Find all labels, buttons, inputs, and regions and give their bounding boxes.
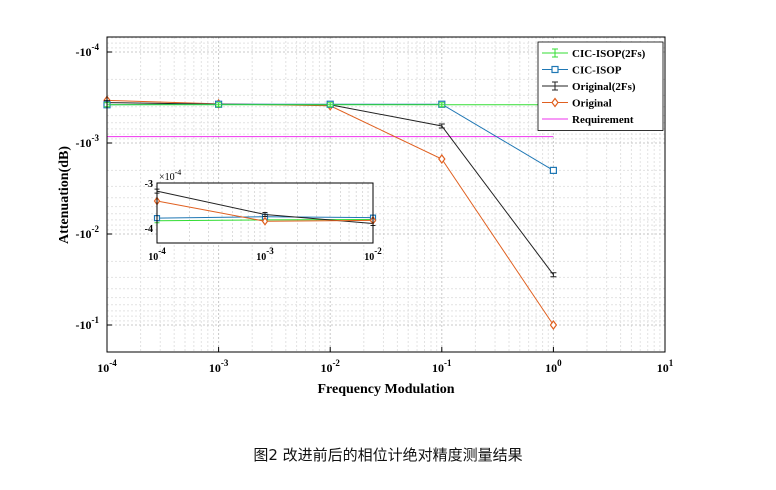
inset-frame: [156, 182, 374, 244]
data-point: [438, 102, 445, 108]
legend-entry: Requirement: [542, 114, 634, 126]
y-tick-label: -10-1: [76, 315, 100, 332]
legend: CIC-ISOP(2Fs) CIC-ISOP Original(2Fs) Origin…: [537, 41, 664, 131]
x-tick-label: 10-4: [97, 358, 117, 375]
data-point: [551, 97, 559, 108]
legend-label: Original(2Fs): [572, 81, 636, 93]
legend-entry: CIC-ISOP(2Fs): [542, 48, 646, 60]
legend-marker: [552, 81, 558, 91]
y-tick-label: -10-4: [76, 42, 100, 59]
legend-label: Requirement: [572, 114, 634, 126]
x-tick-label: 10-1: [432, 358, 452, 375]
data-point: [262, 212, 268, 217]
series-cic-isop-2fs-: [104, 102, 557, 108]
inset-y-tick-label: -3: [145, 179, 153, 190]
x-tick-label: 100: [545, 358, 562, 375]
y-tick-label: -10-3: [76, 133, 100, 150]
data-point: [215, 102, 222, 108]
legend-label: CIC-ISOP: [572, 65, 622, 77]
inset-exponent-label: ×10-4: [159, 168, 181, 183]
x-axis-title: Frequency Modulation: [317, 382, 454, 397]
data-point: [438, 123, 445, 129]
x-tick-label: 101: [657, 358, 674, 375]
inset-chart: 10-4 10-3 10-2 -3 -4 ×10-4: [145, 168, 383, 263]
legend-entry: Original(2Fs): [542, 81, 636, 93]
inset-y-tick-label: -4: [145, 224, 153, 235]
legend-entry: Original: [542, 97, 612, 110]
data-point: [549, 320, 558, 330]
data-point: [549, 166, 558, 174]
x-tick-label: 10-3: [209, 358, 229, 375]
tick-labels: 10-4 10-3 10-2 10-1 100 101 -10-4 -10-3 -10-2 -10…: [76, 42, 674, 375]
plot-frame: [106, 36, 666, 353]
inset-x-tick-label: 10-4: [148, 246, 166, 263]
inset-x-tick-label: 10-2: [364, 246, 382, 263]
data-point: [551, 65, 559, 74]
legend-entry: CIC-ISOP: [542, 65, 622, 77]
figure-caption: 图2 改进前后的相位计绝对精度测量结果: [253, 446, 523, 464]
data-point: [327, 102, 334, 108]
data-point: [261, 216, 269, 226]
data-point: [438, 154, 446, 165]
legend-label: Original: [572, 98, 612, 110]
y-tick-label: -10-2: [76, 224, 100, 241]
x-tick-label: 10-2: [320, 358, 340, 375]
inset-x-tick-label: 10-3: [256, 246, 274, 263]
legend-label: CIC-ISOP(2Fs): [572, 48, 646, 60]
y-axis-title: Attenuation(dB): [57, 146, 72, 244]
legend-marker: [552, 48, 558, 58]
data-point: [550, 272, 557, 278]
